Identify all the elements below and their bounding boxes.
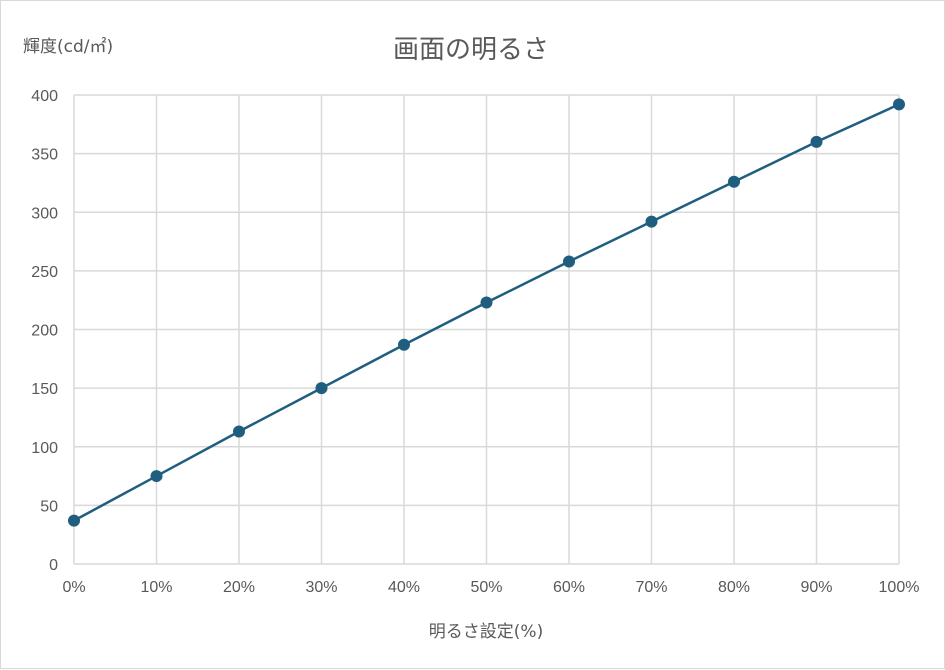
data-point [150, 470, 163, 483]
y-tick-label: 350 [31, 147, 58, 164]
y-tick-label: 400 [31, 88, 58, 105]
x-tick-label: 100% [879, 579, 920, 596]
chart-title: 画面の明るさ [393, 35, 549, 65]
y-tick-label: 250 [31, 264, 58, 281]
data-point [728, 175, 740, 188]
y-tick-label: 100 [31, 440, 58, 457]
data-point [315, 382, 328, 395]
data-point [480, 296, 493, 309]
tick-labels: 0 50 100 150 200 250 300 350 400 0% 10% 20% 30% 40% 50… [31, 88, 919, 596]
y-tick-label: 150 [31, 381, 58, 398]
data-point [563, 255, 575, 268]
y-tick-label: 300 [31, 205, 58, 222]
x-tick-label: 50% [470, 579, 502, 596]
data-point [810, 135, 823, 148]
y-axis-title: 輝度(cd/㎡) [23, 37, 113, 57]
x-tick-label: 90% [800, 579, 832, 596]
axes [73, 95, 899, 565]
series-brightness [68, 98, 905, 527]
x-tick-label: 40% [388, 579, 420, 596]
x-tick-label: 10% [140, 579, 172, 596]
x-tick-label: 20% [223, 579, 255, 596]
data-point [398, 338, 410, 351]
x-tick-label: 30% [305, 579, 337, 596]
y-tick-label: 50 [40, 498, 58, 515]
x-tick-label: 70% [635, 579, 667, 596]
data-point [233, 425, 245, 438]
data-point [645, 215, 658, 228]
data-point [893, 98, 905, 111]
gridlines [74, 94, 900, 564]
x-tick-label: 60% [553, 579, 585, 596]
x-tick-label: 80% [718, 579, 750, 596]
x-tick-label: 0% [62, 579, 85, 596]
y-tick-label: 200 [31, 323, 58, 340]
data-point [68, 514, 80, 527]
y-tick-label: 0 [49, 557, 58, 574]
x-axis-title: 明るさ設定(%) [429, 622, 543, 642]
